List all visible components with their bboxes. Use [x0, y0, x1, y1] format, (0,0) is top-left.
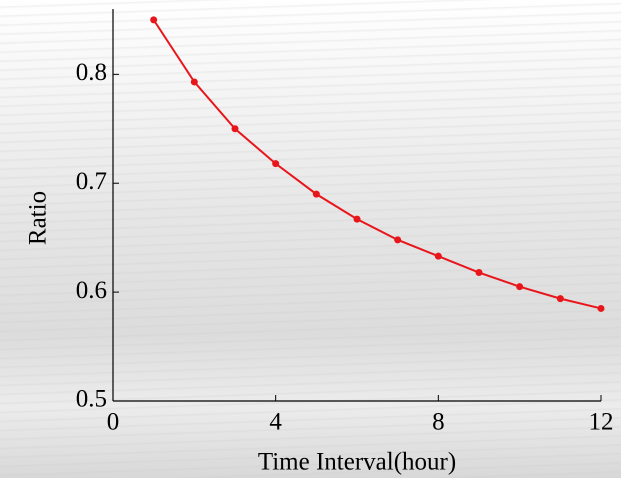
series-line [152, 19, 602, 310]
marker [190, 78, 198, 86]
y-axis-label: Ratio [25, 191, 52, 245]
y-tick-label: 0.8 [76, 59, 107, 86]
marker [353, 215, 361, 223]
marker [231, 125, 239, 133]
marker [516, 283, 524, 291]
y-tick-label: 0.7 [76, 168, 107, 195]
marker [394, 236, 402, 244]
x-tick-label: 4 [269, 409, 282, 436]
y-tick-label: 0.5 [76, 386, 107, 413]
x-tick-label: 8 [432, 409, 445, 436]
marker [434, 252, 442, 260]
x-tick-label: 12 [589, 409, 614, 436]
y-tick-label: 0.6 [76, 277, 107, 304]
marker [272, 160, 280, 168]
marker [597, 304, 605, 312]
x-axis-label: Time Interval(hour) [258, 449, 456, 476]
marker [556, 295, 564, 303]
marker [312, 190, 320, 198]
marker [475, 269, 483, 277]
x-tick-label: 0 [107, 409, 120, 436]
marker [150, 16, 158, 24]
